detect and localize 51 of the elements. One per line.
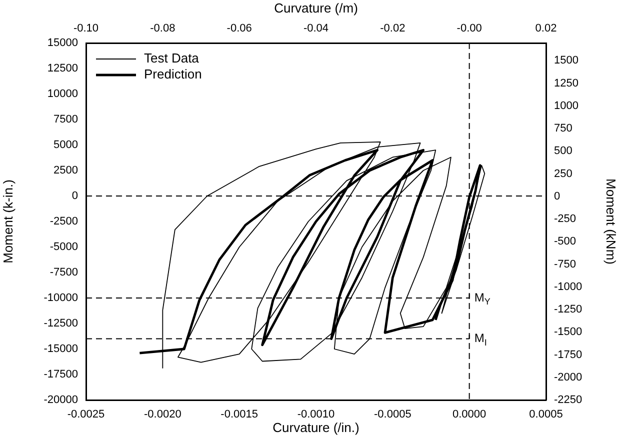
y2-tick-label: -2250 [554,394,582,406]
y-tick-label: 10000 [47,88,78,100]
y2-tick-label: 1250 [554,77,578,90]
y2-tick-label: 250 [554,168,572,180]
y-tick-label: 7500 [54,114,78,126]
y-axis-title: Moment (k-in.) [0,180,16,264]
x-tick-label: 0.0000 [452,408,486,421]
x2-tick-label: -0.10 [73,22,99,34]
y-tick-label: -17500 [44,368,78,381]
y-tick-label: -15000 [44,343,78,356]
x2-tick-label: -0.06 [226,22,252,34]
y-tick-label: -7500 [50,266,78,279]
x-axis-title: Curvature (/in.) [272,420,360,435]
x2-tick-label: -0.04 [303,22,329,34]
legend-label: Test Data [144,50,200,66]
y2-tick-label: -750 [554,258,576,270]
x-tick-label: -0.0020 [144,408,182,421]
x2-tick-label: -0.08 [150,22,176,34]
y-tick-label: -12500 [44,318,78,330]
x2-tick-label: 0.02 [535,22,557,34]
x2-axis-title: Curvature (/m) [274,0,358,16]
x2-tick-label: -0.00 [456,22,482,34]
y2-tick-label: -1000 [554,280,582,293]
y-tick-label: 2500 [54,164,78,177]
y-tick-label: -2500 [50,216,78,228]
y2-tick-label: 1500 [554,54,578,67]
y-tick-label: -5000 [50,241,78,254]
y-tick-label: -20000 [44,394,78,406]
x-tick-label: -0.0010 [297,408,335,421]
y2-tick-label: 0 [554,190,560,202]
y2-tick-label: 1000 [554,100,578,112]
y2-tick-label: -1500 [554,326,582,338]
y2-tick-label: -1250 [554,304,582,316]
x-tick-label: -0.0005 [374,408,412,421]
y2-tick-label: 750 [554,122,572,135]
x-tick-label: -0.0015 [220,408,258,421]
y2-tick-label: 500 [554,145,572,158]
x-tick-label: 0.0005 [529,408,563,421]
y2-axis-title: Moment (kNm) [604,178,619,264]
x-tick-label: -0.0025 [67,408,105,421]
y2-tick-label: -250 [554,213,576,226]
legend-label: Prediction [144,66,202,82]
y-tick-label: 5000 [54,139,78,152]
y2-tick-label: -2000 [554,371,582,384]
y-tick-label: 0 [72,190,78,202]
y-tick-label: 15000 [47,37,78,50]
y-tick-label: -10000 [44,292,78,304]
y2-tick-label: -1750 [554,348,582,361]
y-tick-label: 12500 [47,62,78,75]
x2-tick-label: -0.02 [380,22,406,34]
y2-tick-label: -500 [554,236,576,248]
